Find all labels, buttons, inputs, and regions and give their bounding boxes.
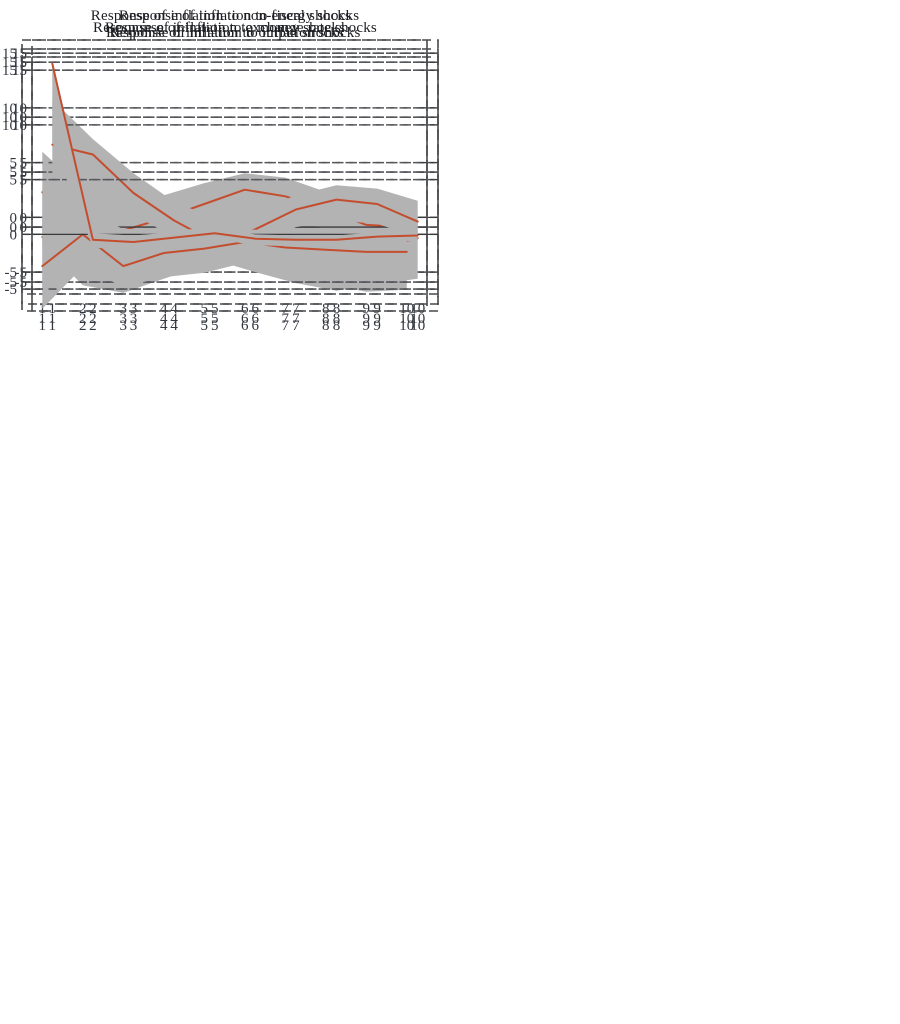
svg-text:2: 2: [79, 318, 87, 334]
svg-text:0: 0: [10, 220, 18, 236]
svg-text:4: 4: [170, 318, 178, 334]
svg-text:8: 8: [322, 301, 330, 317]
svg-text:-5: -5: [5, 265, 18, 281]
svg-text:6: 6: [241, 318, 249, 334]
svg-text:3: 3: [130, 318, 138, 334]
svg-text:9: 9: [373, 301, 381, 317]
svg-text:10: 10: [12, 118, 27, 134]
svg-text:15: 15: [12, 63, 27, 79]
svg-text:2: 2: [89, 311, 97, 327]
svg-text:2: 2: [89, 301, 97, 317]
svg-text:9: 9: [363, 318, 371, 334]
svg-text:5: 5: [201, 301, 209, 317]
svg-text:-5: -5: [5, 275, 18, 291]
chart-title-non-energy: Response of inflation to non-energy shoc…: [90, 8, 360, 24]
svg-text:10: 10: [2, 110, 17, 126]
svg-text:4: 4: [160, 301, 168, 317]
svg-text:5: 5: [211, 311, 219, 327]
svg-text:15: 15: [12, 46, 27, 62]
chart-title-fiscal: Response of inflation to fiscal shocks: [118, 8, 352, 24]
svg-text:6: 6: [241, 301, 249, 317]
svg-text:3: 3: [120, 311, 128, 327]
svg-text:10: 10: [399, 318, 414, 334]
svg-text:2: 2: [79, 311, 87, 327]
svg-text:3: 3: [130, 311, 138, 327]
svg-text:4: 4: [160, 318, 168, 334]
svg-text:0: 0: [20, 220, 28, 236]
svg-text:15: 15: [2, 55, 17, 71]
chart-title-inflation: Response of inflation to inflation shock…: [109, 25, 361, 41]
svg-text:7: 7: [292, 311, 300, 327]
chart-title-money: Response of inflation to money shocks: [104, 20, 346, 36]
svg-text:1: 1: [39, 301, 47, 317]
svg-text:7: 7: [282, 318, 290, 334]
svg-text:1: 1: [49, 311, 57, 327]
svg-text:15: 15: [12, 55, 27, 71]
svg-text:5: 5: [20, 165, 28, 181]
svg-text:5: 5: [211, 301, 219, 317]
svg-text:1: 1: [49, 301, 57, 317]
svg-text:10: 10: [12, 101, 27, 117]
svg-text:7: 7: [282, 301, 290, 317]
svg-text:5: 5: [20, 173, 28, 189]
svg-text:9: 9: [373, 318, 381, 334]
svg-text:5: 5: [201, 311, 209, 327]
svg-text:15: 15: [2, 46, 17, 62]
svg-text:4: 4: [160, 311, 168, 327]
svg-text:10: 10: [2, 118, 17, 134]
svg-text:3: 3: [120, 318, 128, 334]
svg-text:5: 5: [10, 173, 18, 189]
svg-text:6: 6: [252, 301, 260, 317]
svg-text:7: 7: [292, 301, 300, 317]
svg-text:2: 2: [79, 301, 87, 317]
svg-text:5: 5: [10, 165, 18, 181]
svg-text:-5: -5: [15, 265, 28, 281]
svg-text:6: 6: [252, 318, 260, 334]
svg-text:6: 6: [252, 311, 260, 327]
svg-text:4: 4: [170, 311, 178, 327]
chart-title-output: Response of inflation to output shocks: [106, 25, 344, 41]
svg-text:1: 1: [49, 318, 57, 334]
svg-text:8: 8: [322, 318, 330, 334]
svg-text:1: 1: [39, 311, 47, 327]
svg-text:3: 3: [120, 301, 128, 317]
svg-text:4: 4: [170, 301, 178, 317]
svg-text:9: 9: [363, 311, 371, 327]
svg-text:15: 15: [2, 63, 17, 79]
svg-text:0: 0: [10, 210, 18, 226]
svg-text:10: 10: [410, 318, 425, 334]
svg-text:10: 10: [410, 311, 425, 327]
svg-text:5: 5: [201, 318, 209, 334]
svg-text:8: 8: [333, 318, 341, 334]
svg-text:8: 8: [322, 311, 330, 327]
svg-text:10: 10: [410, 301, 425, 317]
svg-text:3: 3: [130, 301, 138, 317]
svg-text:8: 8: [333, 301, 341, 317]
svg-text:0: 0: [20, 210, 28, 226]
svg-text:5: 5: [10, 156, 18, 172]
svg-text:1: 1: [39, 318, 47, 334]
svg-text:5: 5: [211, 318, 219, 334]
svg-text:-5: -5: [5, 282, 18, 298]
svg-text:10: 10: [2, 101, 17, 117]
svg-text:7: 7: [292, 318, 300, 334]
svg-text:2: 2: [89, 318, 97, 334]
svg-text:10: 10: [12, 110, 27, 126]
chart-title-exchange-rate: Response of inflation to exchange rate s…: [93, 20, 377, 36]
chart-cell-inflation: Response of inflation to inflation shock…: [0, 0, 450, 344]
svg-text:10: 10: [399, 301, 414, 317]
svg-text:0: 0: [10, 227, 18, 243]
svg-text:6: 6: [241, 311, 249, 327]
svg-text:9: 9: [373, 311, 381, 327]
svg-text:7: 7: [282, 311, 290, 327]
svg-text:9: 9: [363, 301, 371, 317]
svg-text:-5: -5: [15, 275, 28, 291]
svg-text:5: 5: [20, 156, 28, 172]
svg-text:8: 8: [333, 311, 341, 327]
svg-text:10: 10: [399, 311, 414, 327]
